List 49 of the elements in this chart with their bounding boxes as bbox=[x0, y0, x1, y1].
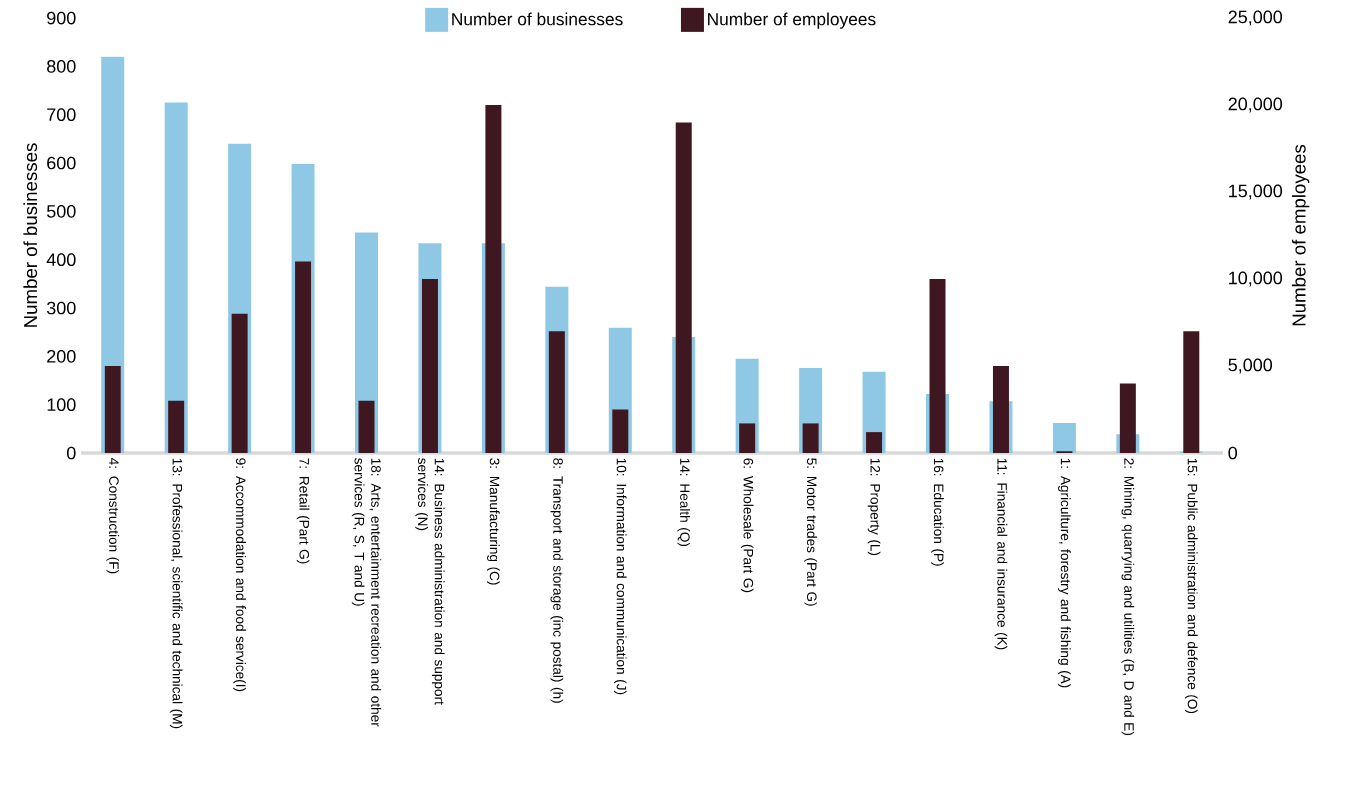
x-tick-label: 9: Accommodation and food service(I) bbox=[233, 458, 246, 692]
y2-tick-label: 25,000 bbox=[1228, 10, 1283, 26]
x-tick-label: 6: Wholesale (Part G) bbox=[740, 458, 754, 593]
y-tick-label: 100 bbox=[47, 398, 76, 412]
bar bbox=[866, 432, 883, 453]
y-tick-label: 500 bbox=[46, 204, 76, 218]
bar bbox=[548, 331, 565, 453]
bar bbox=[358, 400, 375, 453]
y2-tick-label: 20,000 bbox=[1228, 97, 1283, 113]
x-tick-label: 10: Information and communication (J) bbox=[613, 458, 627, 695]
bar bbox=[295, 261, 312, 453]
x-tick-label: 16: Education (P) bbox=[931, 458, 944, 566]
x-tick-label: 5: Motor trades (Part G) bbox=[804, 458, 817, 606]
y2-tick-label: 15,000 bbox=[1229, 184, 1283, 200]
x-tick-label: 14: Business administration and support services (N) bbox=[415, 458, 445, 705]
bar bbox=[802, 423, 819, 453]
x-tick-label: 1: Agriculture, forestry and fishing (A) bbox=[1058, 458, 1071, 688]
y-tick-label: 600 bbox=[47, 156, 76, 170]
y-tick-label: 0 bbox=[67, 446, 76, 460]
bar bbox=[612, 409, 629, 453]
x-tick-label: 12: Property (L) bbox=[867, 458, 881, 556]
y-tick-label: 700 bbox=[47, 108, 76, 122]
legend-label: Number of employees bbox=[708, 12, 876, 29]
bar bbox=[168, 400, 185, 453]
y-tick-label: 400 bbox=[46, 253, 76, 267]
x-tick-label: 2: Mining, quarrying and utilities (B, D and E) bbox=[1121, 458, 1135, 735]
legend-label: Number of businesses bbox=[452, 12, 623, 26]
x-tick-label: 8: Transport and storage (inc postal) (h) bbox=[550, 458, 564, 703]
x-tick-label: 4: Construction (F) bbox=[106, 458, 120, 574]
bar bbox=[739, 423, 756, 453]
x-tick-label: 14: Health (Q) bbox=[677, 458, 691, 547]
x-tick-label: 13: Professional, scientific and technical (M) bbox=[169, 458, 183, 729]
bar bbox=[1052, 423, 1076, 453]
x-tick-label: 15: Public administration and defence (O) bbox=[1184, 458, 1198, 714]
x-tick-label: 18: Arts, entertainment recreation and other services (R, S, T and U) bbox=[351, 458, 382, 727]
y-tick-label: 800 bbox=[47, 59, 76, 73]
y-axis-title: Number of businesses bbox=[23, 143, 38, 327]
bar bbox=[104, 366, 121, 453]
y-tick-label: 900 bbox=[47, 11, 76, 25]
y2-axis-title: Number of employees bbox=[1291, 144, 1310, 326]
y2-tick-label: 0 bbox=[1228, 446, 1238, 460]
y-tick-label: 200 bbox=[47, 349, 76, 363]
x-tick-label: 11: Financial and insurance (K) bbox=[994, 458, 1008, 650]
y-tick-label: 300 bbox=[46, 301, 76, 315]
x-tick-label: 7: Retail (Part G) bbox=[296, 458, 310, 564]
y2-tick-label: 10,000 bbox=[1229, 271, 1283, 287]
y2-tick-label: 5,000 bbox=[1228, 358, 1273, 374]
x-tick-label: 3: Manufacturing (C) bbox=[487, 458, 500, 585]
bar bbox=[231, 313, 248, 453]
